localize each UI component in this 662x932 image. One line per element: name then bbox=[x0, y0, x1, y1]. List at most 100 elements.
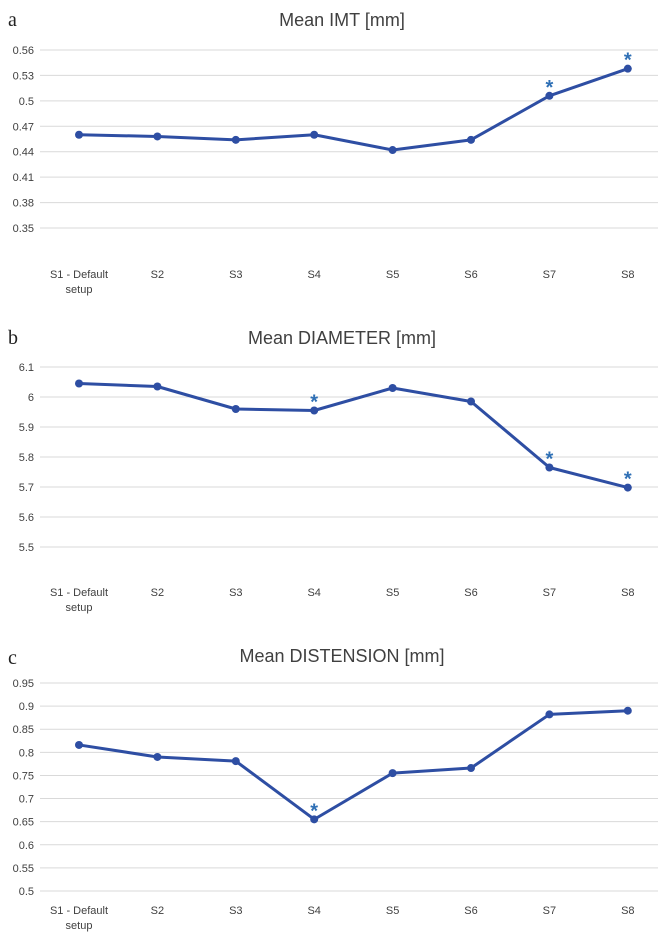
significance-asterisk: * bbox=[624, 469, 632, 491]
x-tick-label: S7 bbox=[543, 905, 556, 917]
y-axis-ticks: 0.5 0.55 0.6 0.65 0.7 0.75 0.8 0.85 0.9 0.95 bbox=[13, 678, 34, 898]
x-tick-label: S1 - Default setup bbox=[50, 269, 108, 296]
x-tick-label-line: S1 - Default bbox=[50, 587, 108, 599]
x-tick-label-line: S8 bbox=[621, 269, 634, 281]
y-tick-label: 5.7 bbox=[19, 482, 34, 494]
x-tick-label: S8 bbox=[621, 905, 634, 917]
y-axis-ticks: 5.5 5.6 5.7 5.8 5.9 6 6.1 bbox=[19, 362, 34, 554]
x-tick-label: S8 bbox=[621, 269, 634, 281]
data-point bbox=[231, 757, 240, 766]
x-tick-label: S3 bbox=[229, 905, 242, 917]
y-tick-label: 0.65 bbox=[13, 817, 34, 829]
x-tick-label: S8 bbox=[621, 587, 634, 599]
data-point bbox=[231, 135, 240, 144]
data-point bbox=[545, 91, 554, 100]
x-tick-label: S5 bbox=[386, 269, 399, 281]
y-tick-label: 0.38 bbox=[13, 198, 34, 210]
x-tick-label-line: S4 bbox=[307, 905, 320, 917]
significance-asterisk: * bbox=[546, 77, 554, 99]
y-tick-label: 5.8 bbox=[19, 452, 34, 464]
series-line bbox=[77, 709, 630, 821]
data-point bbox=[153, 132, 162, 141]
data-point bbox=[467, 135, 475, 144]
y-tick-label: 0.8 bbox=[19, 747, 34, 759]
x-tick-label-line: S2 bbox=[151, 905, 164, 917]
chart-title: Mean DISTENSION [mm] bbox=[239, 646, 444, 666]
x-tick-label-line: S4 bbox=[307, 587, 320, 599]
x-axis-ticks: S1 - Default setup S2 S3 S4 S5 S6 S7 S8 bbox=[50, 905, 635, 932]
panel-letter: c bbox=[8, 647, 17, 669]
chart-title: Mean DIAMETER [mm] bbox=[248, 328, 436, 348]
y-tick-label: 0.35 bbox=[13, 223, 34, 235]
data-point bbox=[75, 740, 83, 749]
data-point bbox=[623, 64, 632, 73]
x-tick-label: S5 bbox=[386, 587, 399, 599]
x-tick-label: S4 bbox=[307, 269, 320, 281]
y-tick-label: 0.5 bbox=[19, 886, 34, 898]
x-tick-label-line: S4 bbox=[307, 269, 320, 281]
data-point bbox=[310, 406, 319, 415]
data-point bbox=[545, 463, 554, 472]
x-tick-label-line: S3 bbox=[229, 269, 242, 281]
data-point bbox=[623, 706, 632, 715]
x-tick-label: S6 bbox=[464, 905, 477, 917]
x-tick-label: S3 bbox=[229, 269, 242, 281]
y-tick-label: 6 bbox=[28, 392, 34, 404]
series-line bbox=[77, 382, 630, 490]
x-tick-label: S7 bbox=[543, 587, 556, 599]
x-tick-label-line: S8 bbox=[621, 587, 634, 599]
x-tick-label: S4 bbox=[307, 587, 320, 599]
significance-asterisk: * bbox=[624, 50, 632, 72]
x-tick-label: S4 bbox=[307, 905, 320, 917]
x-tick-label-line: S2 bbox=[151, 269, 164, 281]
x-tick-label: S2 bbox=[151, 905, 164, 917]
x-tick-label: S2 bbox=[151, 269, 164, 281]
x-axis-ticks: S1 - Default setup S2 S3 S4 S5 S6 S7 S8 bbox=[50, 587, 635, 614]
y-tick-label: 5.6 bbox=[19, 512, 34, 524]
data-point bbox=[231, 405, 240, 413]
y-tick-label: 0.5 bbox=[19, 96, 34, 108]
data-point bbox=[467, 764, 475, 773]
series: * bbox=[75, 706, 632, 824]
x-tick-label-line: setup bbox=[66, 920, 93, 932]
series-line bbox=[77, 67, 630, 152]
panel-letter: b bbox=[8, 327, 18, 349]
data-point bbox=[153, 752, 162, 761]
x-tick-label: S3 bbox=[229, 587, 242, 599]
significance-asterisk: * bbox=[546, 449, 554, 471]
x-tick-label: S5 bbox=[386, 905, 399, 917]
x-tick-label-line: S6 bbox=[464, 587, 477, 599]
grid-lines bbox=[40, 49, 658, 229]
y-tick-label: 0.6 bbox=[19, 840, 34, 852]
significance-asterisk: * bbox=[310, 800, 318, 822]
y-tick-label: 5.5 bbox=[19, 542, 34, 554]
x-tick-label-line: S5 bbox=[386, 905, 399, 917]
x-tick-label-line: S7 bbox=[543, 905, 556, 917]
y-tick-label: 0.9 bbox=[19, 701, 34, 713]
y-tick-label: 0.41 bbox=[13, 172, 34, 184]
x-tick-label: S7 bbox=[543, 269, 556, 281]
y-tick-label: 0.95 bbox=[13, 678, 34, 690]
x-tick-label-line: S3 bbox=[229, 587, 242, 599]
series: ** bbox=[75, 50, 632, 155]
data-point bbox=[388, 146, 397, 155]
y-axis-ticks: 0.35 0.38 0.41 0.44 0.47 0.5 0.53 0.56 bbox=[13, 45, 34, 235]
y-tick-label: 0.44 bbox=[13, 147, 34, 159]
x-tick-label-line: S6 bbox=[464, 905, 477, 917]
grid-lines bbox=[40, 366, 658, 548]
x-tick-label-line: S1 - Default bbox=[50, 269, 108, 281]
x-tick-label-line: S5 bbox=[386, 587, 399, 599]
data-point bbox=[310, 815, 319, 824]
chart-panel-b: b Mean DIAMETER [mm] 5.5 5.6 5.7 5.8 5.9 6 6.1… bbox=[8, 327, 658, 614]
data-point bbox=[75, 130, 83, 139]
data-point bbox=[545, 710, 554, 719]
data-point bbox=[153, 382, 162, 391]
x-tick-label-line: S1 - Default bbox=[50, 905, 108, 917]
x-tick-label: S1 - Default setup bbox=[50, 587, 108, 614]
x-tick-label-line: S2 bbox=[151, 587, 164, 599]
x-tick-label: S1 - Default setup bbox=[50, 905, 108, 932]
x-tick-label-line: S6 bbox=[464, 269, 477, 281]
x-tick-label: S2 bbox=[151, 587, 164, 599]
x-tick-label: S6 bbox=[464, 269, 477, 281]
